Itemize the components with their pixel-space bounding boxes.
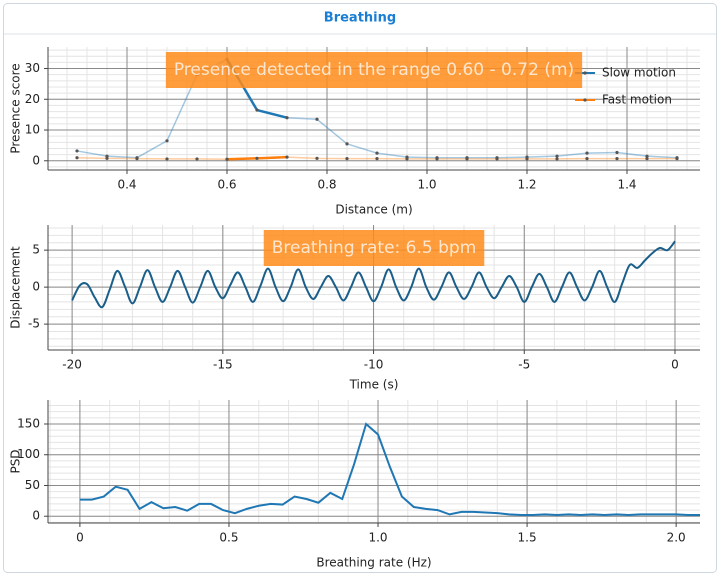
data-point xyxy=(75,156,79,160)
x-axis-label: Distance (m) xyxy=(335,203,412,217)
annotation-box xyxy=(165,52,583,88)
data-point xyxy=(225,157,229,161)
data-point xyxy=(645,154,649,158)
x-tick-label: 1.0 xyxy=(368,531,387,545)
y-tick-label: 5 xyxy=(32,243,40,257)
x-tick-label: 0 xyxy=(76,531,84,545)
annotation-text: Breathing rate: 6.5 bpm xyxy=(272,238,477,258)
data-point xyxy=(675,157,679,161)
x-tick-label: -10 xyxy=(364,358,384,372)
data-point xyxy=(315,156,319,160)
series-line xyxy=(71,240,676,309)
x-tick-label: 0.8 xyxy=(317,178,336,192)
y-tick-label: 100 xyxy=(17,447,40,461)
annotation: Presence detected in the range 0.60 - 0.… xyxy=(165,52,583,88)
data-point xyxy=(375,157,379,161)
x-axis-label: Time (s) xyxy=(349,378,399,392)
data-point xyxy=(435,157,439,161)
data-point xyxy=(345,142,349,146)
data-point xyxy=(585,157,589,161)
data-point xyxy=(255,156,259,160)
data-point xyxy=(375,151,379,155)
y-tick-label: 0 xyxy=(32,280,40,294)
x-tick-label: 0.5 xyxy=(219,531,238,545)
data-point xyxy=(285,116,289,120)
data-point xyxy=(555,157,559,161)
data-point xyxy=(255,108,259,112)
y-axis-label: PSD xyxy=(9,449,23,473)
data-point xyxy=(105,156,109,160)
x-tick-label: -5 xyxy=(518,358,530,372)
data-point xyxy=(525,157,529,161)
data-point xyxy=(345,157,349,161)
y-tick-label: 50 xyxy=(25,478,40,492)
x-tick-label: 1.0 xyxy=(417,178,436,192)
y-tick-label: 150 xyxy=(17,416,40,430)
x-tick-label: 0 xyxy=(671,358,679,372)
legend-label: Slow motion xyxy=(602,66,676,80)
y-tick-label: 30 xyxy=(25,61,40,75)
data-point xyxy=(285,155,289,159)
annotation: Breathing rate: 6.5 bpm xyxy=(263,230,485,266)
x-tick-label: 1.4 xyxy=(617,178,636,192)
y-tick-label: 0 xyxy=(32,153,40,167)
y-tick-label: 0 xyxy=(32,509,40,523)
data-point xyxy=(165,139,169,143)
x-tick-label: -15 xyxy=(213,358,233,372)
annotation-box xyxy=(263,230,485,266)
legend-label: Fast motion xyxy=(602,93,672,107)
panel-title: Breathing xyxy=(324,11,396,26)
y-axis-label: Displacement xyxy=(9,246,23,329)
data-point xyxy=(75,149,79,153)
data-point xyxy=(645,157,649,161)
legend-marker xyxy=(583,98,587,102)
data-point xyxy=(195,157,199,161)
x-tick-label: 0.4 xyxy=(117,178,136,192)
y-tick-label: -5 xyxy=(28,317,40,331)
data-point xyxy=(615,157,619,161)
data-point xyxy=(405,157,409,161)
legend-marker xyxy=(583,71,587,75)
data-point xyxy=(555,154,559,158)
x-axis-label: Breathing rate (Hz) xyxy=(316,556,431,570)
data-point xyxy=(315,117,319,121)
data-point xyxy=(615,150,619,155)
series-line xyxy=(79,422,700,517)
data-point xyxy=(585,151,589,155)
data-point xyxy=(465,157,469,161)
x-tick-label: -20 xyxy=(62,358,82,372)
y-tick-label: 10 xyxy=(25,123,40,137)
x-tick-label: 1.2 xyxy=(517,178,536,192)
y-tick-label: 20 xyxy=(25,92,40,106)
data-point xyxy=(165,157,169,161)
plot-area xyxy=(48,400,700,523)
annotation-text: Presence detected in the range 0.60 - 0.… xyxy=(174,60,574,80)
data-point xyxy=(495,157,499,161)
y-axis-label: Presence score xyxy=(9,63,23,153)
x-tick-label: 1.5 xyxy=(518,531,537,545)
x-tick-label: 2.0 xyxy=(667,531,686,545)
x-tick-label: 0.6 xyxy=(217,178,236,192)
data-point xyxy=(135,157,139,161)
